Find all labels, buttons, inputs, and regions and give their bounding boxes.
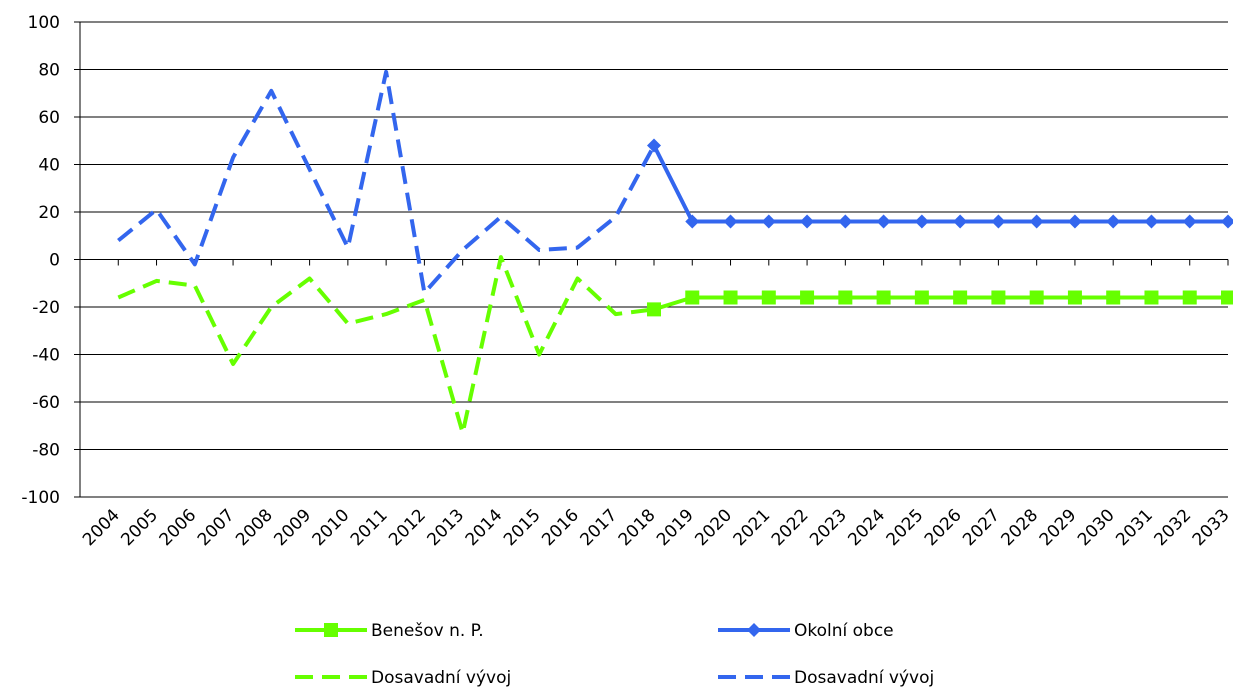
data-point [838,214,853,229]
data-point [685,214,700,229]
data-point [1182,290,1197,305]
legend-marker [324,623,338,637]
x-tick-label: 2030 [1074,505,1119,550]
data-point [647,302,661,317]
legend-item: Benešov n. P. [295,621,484,641]
x-tick-label: 2028 [997,505,1042,550]
legend-label: Okolní obce [794,621,894,641]
x-axis-tick-labels: 2004200520062007200820092010201120122013… [79,505,1233,550]
x-tick-label: 2019 [653,505,698,550]
data-point [991,214,1006,229]
data-point [1106,290,1121,305]
y-tick-label: -60 [32,393,60,413]
series-line [652,144,1228,224]
y-axis-tick-labels: 100 80 60 40 20 0 -20 -40 -60 -80 -100 [21,13,60,508]
legend-label: Dosavadní vývoj [794,668,934,688]
x-tick-label: 2005 [117,505,162,550]
x-tick-label: 2012 [385,505,430,550]
x-tick-label: 2018 [615,505,660,550]
data-point [1029,214,1044,229]
y-tick-label: -20 [32,298,60,318]
x-tick-label: 2009 [270,505,315,550]
x-tick-label: 2024 [844,505,889,550]
data-point [800,290,815,305]
data-point [1182,214,1197,229]
y-tick-label: -100 [21,488,60,508]
x-tick-label: 2006 [156,505,201,550]
data-point [723,290,738,305]
x-tick-label: 2021 [730,505,775,550]
x-tick-label: 2026 [921,505,966,550]
data-point [991,290,1006,305]
x-tick-label: 2023 [806,505,851,550]
axes [74,21,1229,498]
series-line [653,295,1228,312]
series-line [117,69,656,295]
data-point [1029,290,1044,305]
data-point [761,290,776,305]
series-lines [117,69,1233,435]
data-point [1221,214,1233,229]
data-point [838,290,853,305]
data-point [685,290,700,305]
legend-marker [747,623,761,637]
x-tick-label: 2016 [538,505,583,550]
data-point [914,214,929,229]
data-point [876,214,891,229]
data-point [953,290,968,305]
data-point [1144,214,1159,229]
data-point [1144,290,1159,305]
series-3 [117,69,656,295]
data-point [647,138,661,153]
data-point [1221,290,1233,305]
legend-item: Okolní obce [718,621,894,641]
data-point [1067,214,1082,229]
y-tick-label: 40 [38,156,60,176]
x-tick-label: 2031 [1112,505,1157,550]
data-point [953,214,968,229]
x-tick-label: 2033 [1189,505,1233,550]
x-tick-label: 2027 [959,505,1004,550]
x-tick-label: 2015 [500,505,545,550]
legend-item: Dosavadní vývoj [718,668,934,688]
x-tick-label: 2025 [883,505,928,550]
x-tick-label: 2007 [194,505,239,550]
x-tick-label: 2017 [577,505,622,550]
x-tick-label: 2004 [79,505,124,550]
legend-label: Dosavadní vývoj [371,668,511,688]
x-tick-label: 2014 [462,505,507,550]
data-point [761,214,776,229]
legend-item: Dosavadní vývoj [295,668,511,688]
series-2 [117,255,655,435]
y-tick-label: 20 [38,203,60,223]
series-1 [647,138,1233,229]
x-tick-label: 2029 [1036,505,1081,550]
x-tick-label: 2032 [1151,505,1196,550]
legend-label: Benešov n. P. [371,621,484,641]
x-tick-label: 2011 [347,505,392,550]
x-tick-label: 2010 [309,505,354,550]
x-tick-label: 2022 [768,505,813,550]
y-tick-label: -80 [32,441,60,461]
data-point [914,290,929,305]
series-line [117,255,655,435]
x-tick-label: 2008 [232,505,277,550]
y-tick-label: 80 [38,61,60,81]
legend: Benešov n. P. Okolní obce Dosavadní vývoj D… [295,621,934,688]
y-tick-label: -40 [32,346,60,366]
y-tick-label: 100 [28,13,60,33]
data-point [1106,214,1121,229]
x-tick-label: 2013 [423,505,468,550]
x-tick-label: 2020 [691,505,736,550]
data-point [876,290,891,305]
y-tick-label: 60 [38,108,60,128]
data-point [723,214,738,229]
series-0 [647,290,1233,317]
data-point [1067,290,1082,305]
y-tick-label: 0 [49,251,60,271]
data-point [800,214,815,229]
